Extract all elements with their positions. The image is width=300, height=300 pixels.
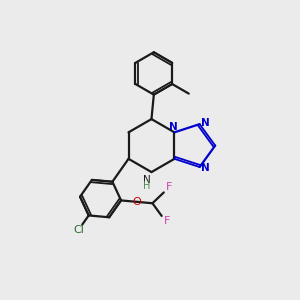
- Text: N: N: [200, 118, 209, 128]
- Text: F: F: [164, 216, 170, 226]
- Text: N: N: [169, 122, 178, 132]
- Text: H: H: [143, 181, 151, 191]
- Text: O: O: [133, 197, 142, 207]
- Text: F: F: [166, 182, 172, 192]
- Text: N: N: [143, 175, 151, 185]
- Text: Cl: Cl: [73, 225, 84, 235]
- Text: N: N: [200, 164, 209, 173]
